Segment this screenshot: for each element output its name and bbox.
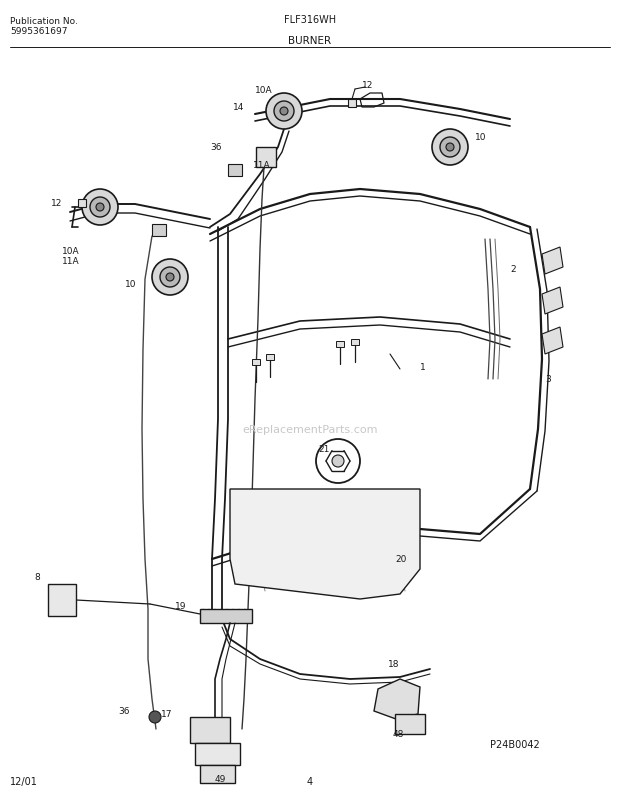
Text: 1: 1 [420,363,426,372]
Bar [336,342,344,347]
Polygon shape [542,327,563,354]
Text: 11A: 11A [253,160,270,169]
Bar [256,148,276,168]
Text: 10A: 10A [255,86,273,95]
Circle shape [332,456,344,468]
Text: 12/01: 12/01 [10,776,38,786]
Bar [266,354,274,361]
Bar [195,743,240,765]
Text: 20: 20 [395,555,406,564]
Bar [48,585,76,616]
Text: 49: 49 [215,774,226,783]
Circle shape [160,268,180,288]
Text: BURNER: BURNER [288,36,332,46]
Polygon shape [542,288,563,314]
Text: 12: 12 [362,81,373,91]
Circle shape [274,102,294,122]
Bar [351,339,359,346]
Text: 21: 21 [319,445,330,454]
Circle shape [82,190,118,225]
Circle shape [166,273,174,282]
Bar [190,717,230,743]
Text: 5995361697: 5995361697 [10,27,68,36]
Polygon shape [542,248,563,274]
Text: 48: 48 [392,729,404,738]
Text: 19: 19 [174,602,186,611]
Text: 10: 10 [125,280,136,290]
Bar [200,610,252,623]
Bar [78,200,86,208]
Circle shape [266,94,302,130]
Text: Publication No.: Publication No. [10,17,78,26]
Text: 10A: 10A [63,247,80,256]
Text: 4: 4 [307,776,313,786]
Text: 12: 12 [51,199,62,209]
Bar [395,714,425,734]
Bar [152,225,166,237]
Circle shape [149,711,161,723]
Text: 18: 18 [388,660,399,669]
Circle shape [96,204,104,212]
Bar [348,100,356,107]
Bar [228,164,242,176]
Circle shape [432,130,468,166]
Text: FLF316WH: FLF316WH [284,15,336,25]
Text: 2: 2 [510,265,516,274]
Text: 3: 3 [545,375,551,384]
Circle shape [152,260,188,296]
Circle shape [446,144,454,152]
Bar [252,359,260,366]
Polygon shape [230,489,420,599]
Text: P24B0042: P24B0042 [490,739,540,749]
Text: 10: 10 [475,133,487,142]
Text: 36: 36 [118,707,130,715]
Circle shape [316,439,360,484]
Bar [200,765,235,783]
Text: 8: 8 [34,573,40,581]
Text: 14: 14 [232,103,244,112]
Circle shape [440,138,460,158]
Text: 11A: 11A [63,257,80,266]
Circle shape [90,198,110,217]
Circle shape [280,107,288,115]
Polygon shape [374,679,420,719]
Text: 36: 36 [211,144,222,152]
Text: 17: 17 [161,710,172,719]
Text: eReplacementParts.com: eReplacementParts.com [242,424,378,435]
